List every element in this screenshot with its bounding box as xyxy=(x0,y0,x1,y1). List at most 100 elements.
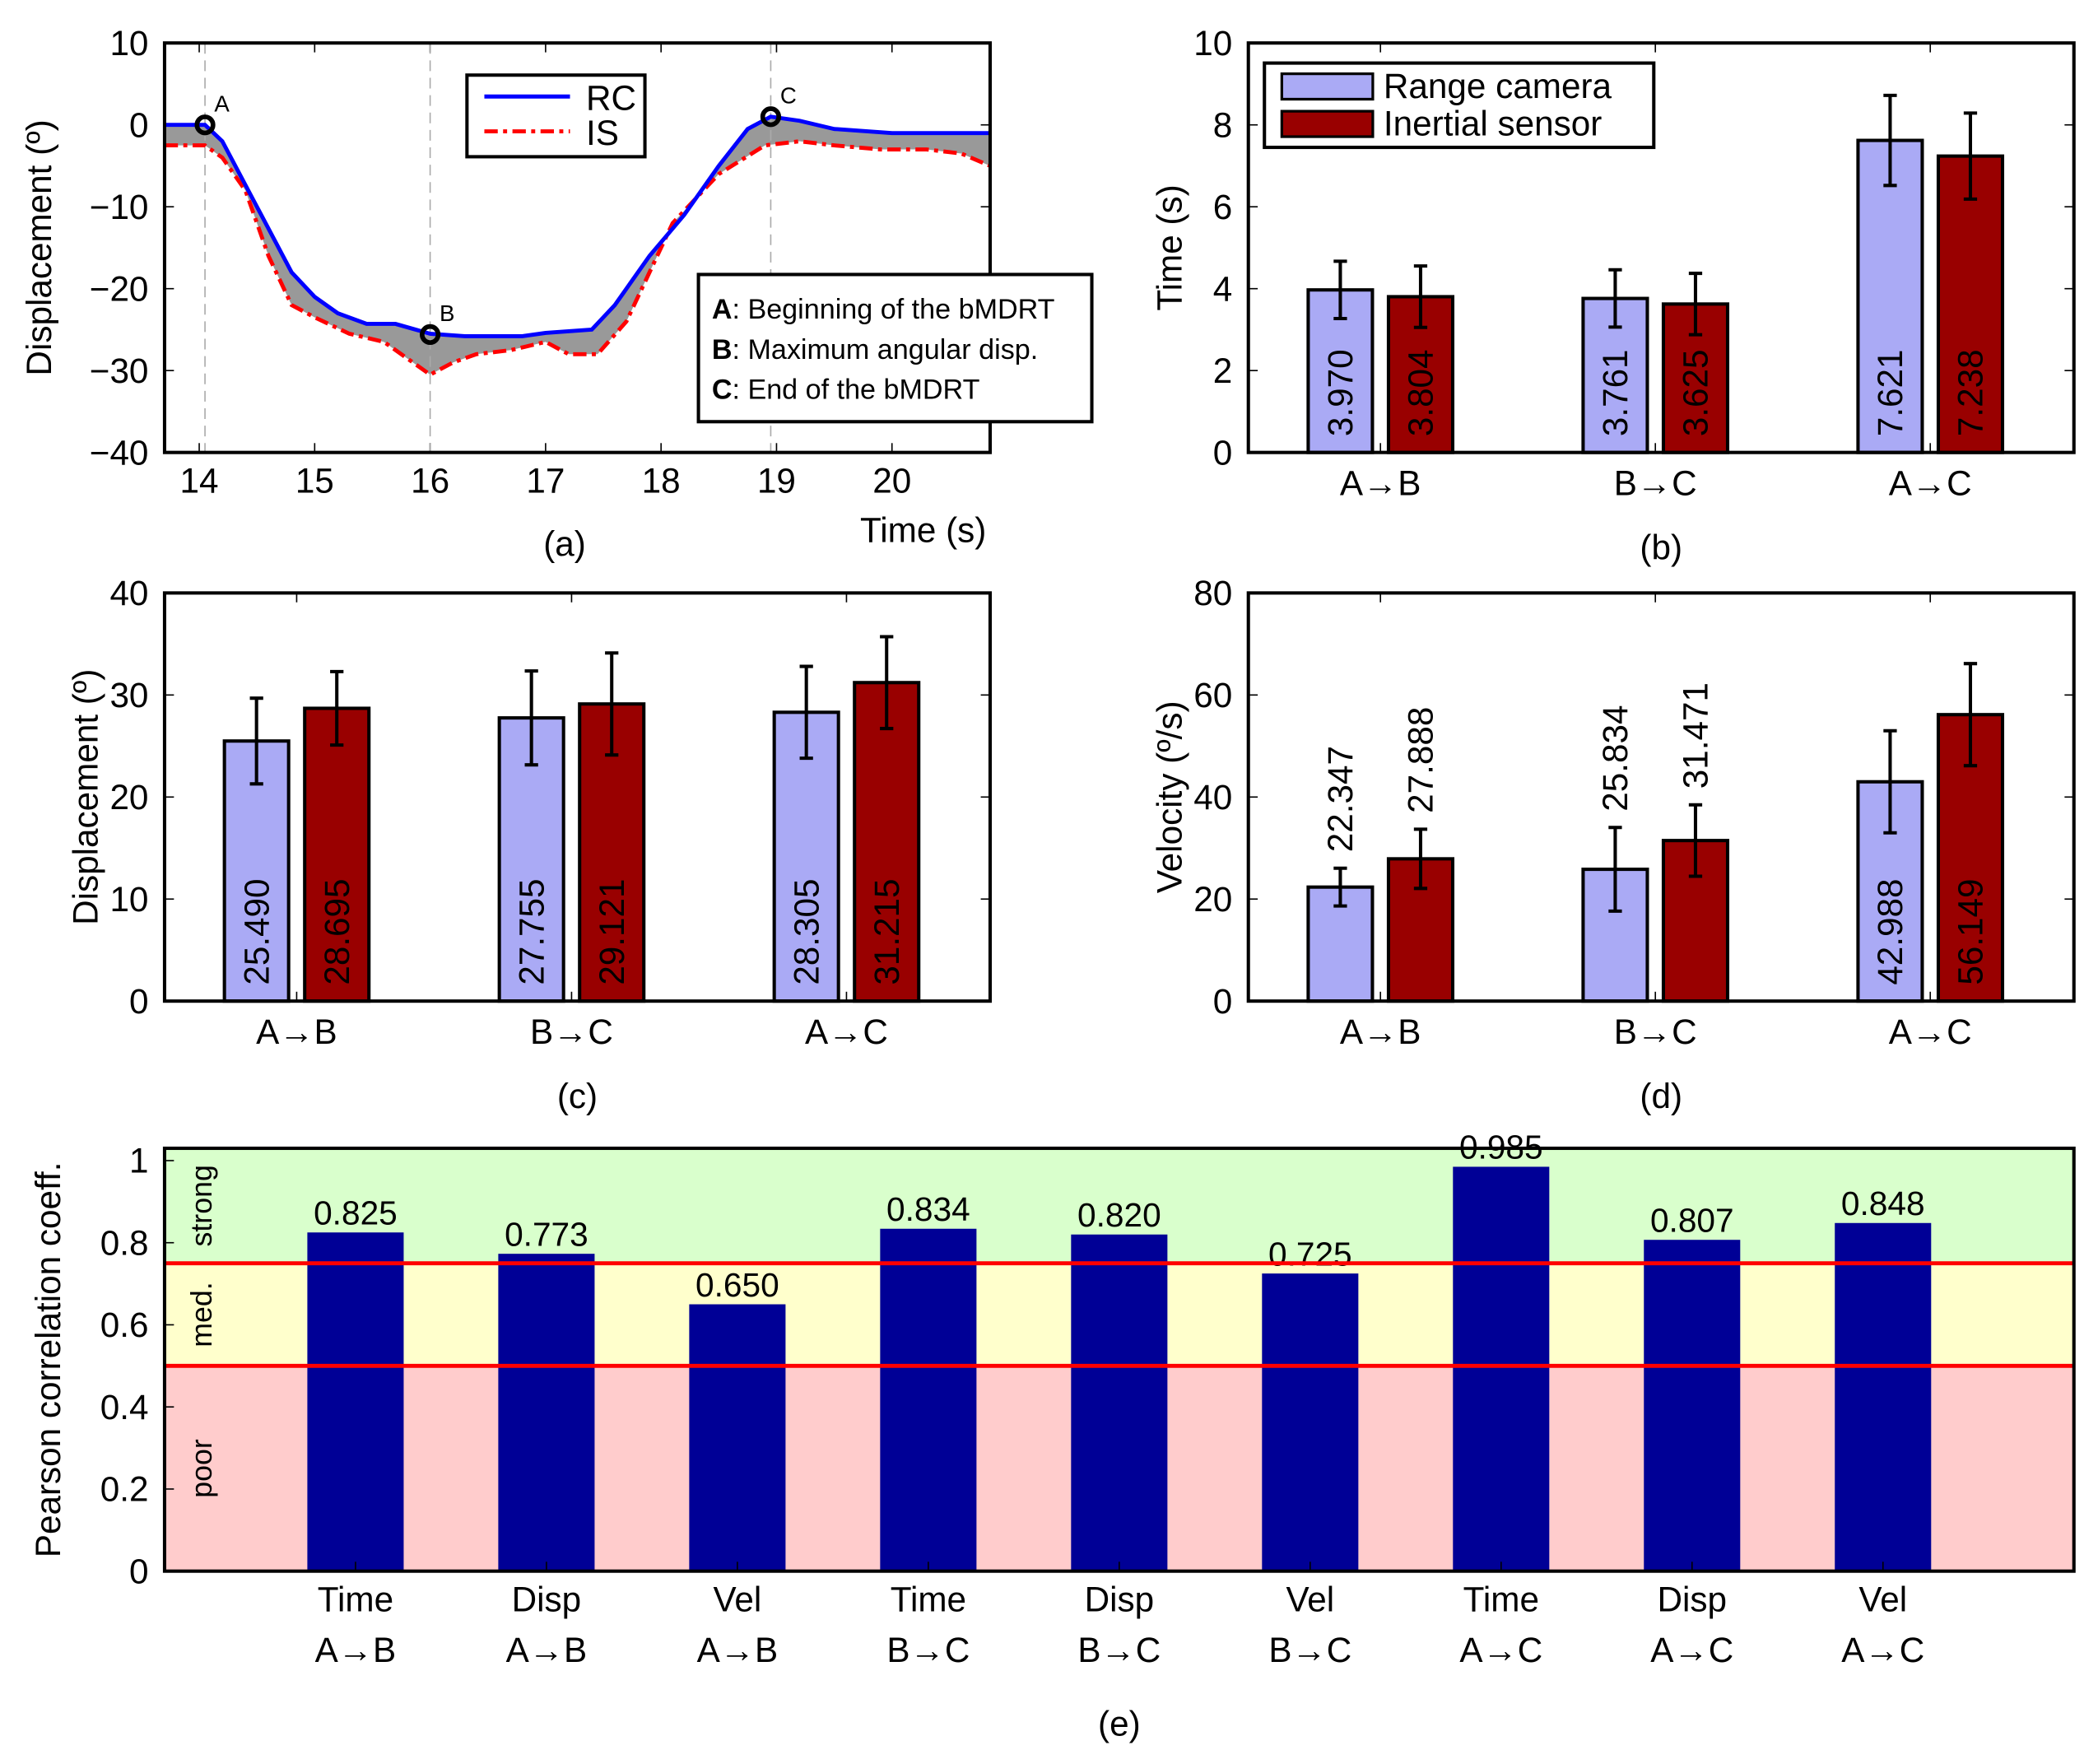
correlation-bar xyxy=(689,1304,786,1571)
panel-c-category-label: A→C xyxy=(805,1012,888,1051)
annotation-line: A: Beginning of the bMDRT xyxy=(712,294,1055,325)
panel-d-category-label: A→C xyxy=(1889,1012,1972,1051)
category-label-segment: A→C xyxy=(1650,1631,1733,1669)
panel-b-category-label: A→B xyxy=(1340,464,1421,503)
correlation-bar xyxy=(880,1228,977,1571)
panel-b-ytick-label: 6 xyxy=(1213,188,1233,226)
correlation-value-label: 0.820 xyxy=(1077,1196,1161,1234)
panel-a-ytick-label: −20 xyxy=(90,269,149,308)
annotation-line: C: End of the bMDRT xyxy=(712,375,980,406)
panel-a-ytick-label: 10 xyxy=(109,24,148,63)
band-label-med: med. xyxy=(185,1282,218,1347)
panel-a-xtick-label: 19 xyxy=(757,461,796,500)
panel-a-ytick-label: −40 xyxy=(90,433,149,472)
panel-b-axes-frame xyxy=(1246,41,2076,454)
rc-series-line xyxy=(164,114,990,338)
correlation-value-label: 0.773 xyxy=(505,1215,588,1253)
panel-c-ytick-label: 40 xyxy=(109,574,148,612)
event-marker-label: B xyxy=(440,300,454,326)
panel-c-category-label: A→B xyxy=(256,1012,337,1051)
panel-a-xtick-label: 16 xyxy=(411,461,449,500)
panel-d-ytick-label: 20 xyxy=(1193,880,1232,919)
correlation-value-label: 0.834 xyxy=(886,1190,970,1228)
panel-b-caption: (b) xyxy=(1640,528,1682,567)
event-marker-label: C xyxy=(780,83,797,109)
category-label-metric: Vel xyxy=(714,1580,762,1618)
panel-e-ylabel: Pearson correlation coeff. xyxy=(29,1162,67,1558)
panel-d-bar-value-label: 22.347 xyxy=(1321,746,1360,852)
panel-c-axes-frame xyxy=(162,591,993,1003)
legend-label-range-camera: Range camera xyxy=(1384,67,1612,105)
panel-b-category-label: A→C xyxy=(1889,464,1972,503)
panel-a-ytick-label: −10 xyxy=(90,188,149,226)
correlation-value-label: 0.725 xyxy=(1268,1235,1352,1273)
correlation-bar xyxy=(1262,1273,1359,1571)
annotation-box xyxy=(696,272,1094,424)
panel-a-ylabel: Displacement (º) xyxy=(20,119,58,375)
correlation-value-label: 0.807 xyxy=(1650,1201,1734,1239)
correlation-bar xyxy=(307,1232,404,1571)
panel-c-ylabel: Displacement (º) xyxy=(67,669,105,925)
panel-d-category-label: A→B xyxy=(1340,1012,1421,1051)
category-label-segment: A→B xyxy=(506,1631,588,1669)
panel-d-ytick-label: 0 xyxy=(1213,982,1233,1021)
annotation-key: C xyxy=(712,375,733,406)
panel-b-bar-value-label: 7.621 xyxy=(1871,349,1910,436)
panel-c-bar-value-label: 31.215 xyxy=(868,878,906,984)
panel-a-xtick-label: 20 xyxy=(872,461,911,500)
legend-range-camera-swatch xyxy=(1280,72,1375,101)
correlation-bar xyxy=(1644,1240,1741,1571)
panel-a-xtick-label: 18 xyxy=(642,461,681,500)
category-label-segment: B→C xyxy=(1077,1631,1161,1669)
event-marker-A xyxy=(194,114,216,136)
annotation-key: B xyxy=(712,334,733,365)
panel-a-ytick-label: −30 xyxy=(90,351,149,390)
panel-d-bar-value-label: 42.988 xyxy=(1871,878,1910,984)
panel-c-ytick-label: 20 xyxy=(109,778,148,817)
annotation-text: : Maximum angular disp. xyxy=(732,334,1038,365)
panel-d-ytick-label: 60 xyxy=(1193,676,1232,714)
panel-e-ytick-label: 0 xyxy=(129,1552,149,1590)
panel-d-bar-value-label: 27.888 xyxy=(1402,707,1440,813)
panel-b-ytick-label: 0 xyxy=(1213,433,1233,472)
category-label-metric: Vel xyxy=(1858,1580,1907,1618)
category-label-segment: A→C xyxy=(1841,1631,1924,1669)
category-label-metric: Time xyxy=(1463,1580,1539,1618)
category-label-metric: Vel xyxy=(1286,1580,1334,1618)
panel-d-category-label: B→C xyxy=(1614,1012,1697,1051)
correlation-value-label: 0.848 xyxy=(1841,1185,1925,1222)
panel-b-ytick-label: 8 xyxy=(1213,105,1233,144)
legend-label-is: IS xyxy=(586,114,619,152)
panel-a-ytick-label: 0 xyxy=(129,105,149,144)
panel-a-xtick-label: 14 xyxy=(180,461,219,500)
annotation-line: B: Maximum angular disp. xyxy=(712,334,1038,365)
panel-d-bar-value-label: 25.834 xyxy=(1596,705,1635,812)
panel-c-bar-value-label: 28.695 xyxy=(318,878,356,984)
panel-b-ytick-label: 4 xyxy=(1213,269,1233,308)
annotation-key: A xyxy=(712,294,733,325)
band-label-strong: strong xyxy=(185,1165,218,1246)
panel-d-caption: (d) xyxy=(1640,1077,1682,1115)
panel-b-bar-value-label: 3.804 xyxy=(1402,349,1440,436)
annotation-text: : End of the bMDRT xyxy=(732,375,979,406)
panel-e-ytick-label: 1 xyxy=(129,1142,149,1180)
panel-e-ytick-label: 0.2 xyxy=(100,1470,149,1509)
panel-b-bar-value-label: 3.970 xyxy=(1321,349,1360,436)
panel-b-bar-range-camera xyxy=(1856,138,1924,454)
panel-b-bar-value-label: 3.761 xyxy=(1596,349,1635,436)
panel-e-axes-frame xyxy=(162,1146,2076,1573)
legend-inertial-sensor-swatch xyxy=(1280,109,1375,138)
correlation-value-label: 0.825 xyxy=(314,1194,398,1231)
is-series-line xyxy=(164,139,991,378)
panel-b-bar-value-label: 7.238 xyxy=(1951,349,1990,436)
category-label-segment: A→C xyxy=(1459,1631,1542,1669)
panel-c-bar-value-label: 25.490 xyxy=(237,878,276,984)
panel-d-ytick-label: 80 xyxy=(1193,574,1232,612)
panel-b-bar-range-camera xyxy=(1581,296,1649,454)
event-marker-C xyxy=(760,106,782,128)
panel-e-ytick-label: 0.8 xyxy=(100,1223,149,1262)
correlation-value-label: 0.650 xyxy=(695,1266,779,1304)
category-label-metric: Disp xyxy=(1085,1580,1155,1618)
correlation-bar xyxy=(1071,1234,1168,1571)
